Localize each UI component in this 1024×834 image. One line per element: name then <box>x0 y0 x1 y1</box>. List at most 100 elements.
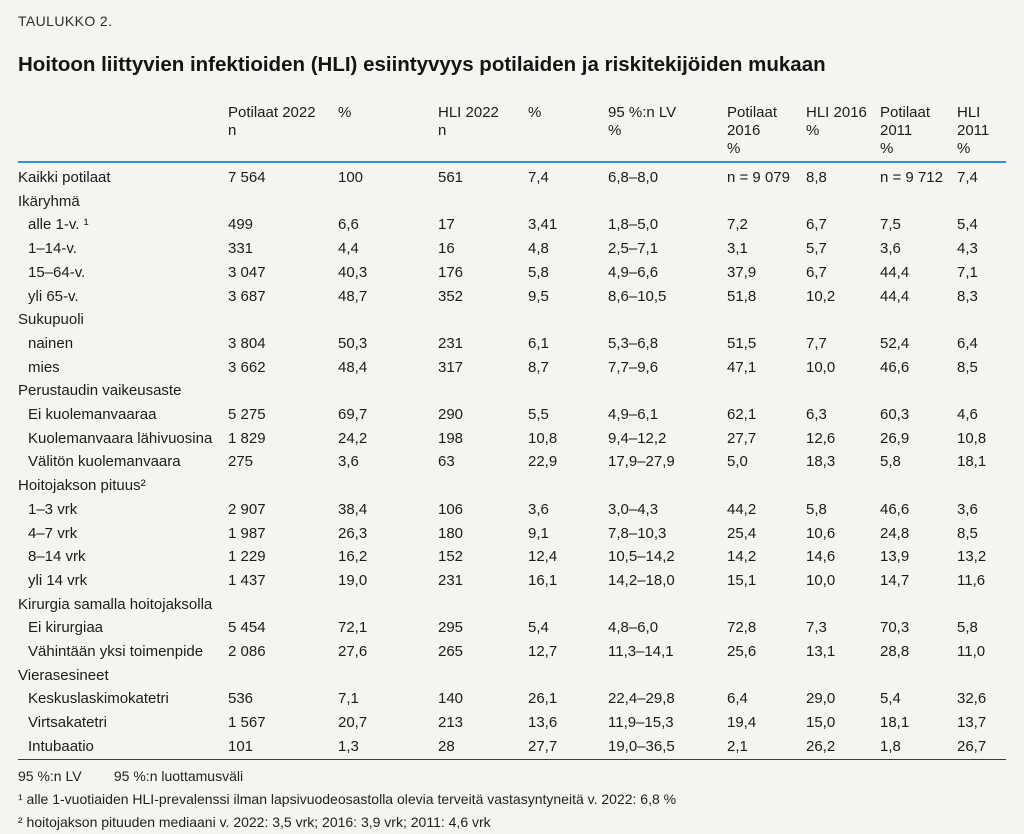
table-cell: 231 <box>438 334 464 352</box>
table-cell: 27,7 <box>727 429 757 447</box>
column-header: Potilaat 2022 n <box>228 104 338 163</box>
table-cell: 17,9–27,9 <box>608 453 675 471</box>
table-body: Kaikki potilaat 7 564 100 561 7,4 6,8–8,0 n = … <box>18 162 1006 760</box>
table-row: 1–14-v. 331 4,4 16 4,8 2,5–7,1 3,1 5,7 3,6 4,3 <box>18 237 1006 261</box>
table-cell: 22,4–29,8 <box>608 690 675 708</box>
table-row: Kaikki potilaat 7 564 100 561 7,4 6,8–8,0 n = … <box>18 162 1006 190</box>
column-header: % <box>338 104 438 163</box>
table-cell: 8,5 <box>957 524 978 542</box>
table-cell: 3,6 <box>338 453 359 471</box>
table-cell: 48,4 <box>338 358 368 376</box>
table-cell <box>528 190 608 214</box>
table-row: Vähintään yksi toimenpide 2 086 27,6 265 12,… <box>18 640 1006 664</box>
table-cell: 3,41 <box>528 216 558 234</box>
row-label: Ei kuolemanvaaraa <box>28 406 157 424</box>
table-cell <box>528 379 608 403</box>
table-cell: 18,3 <box>806 453 836 471</box>
table-cell: 4,9–6,1 <box>608 406 659 424</box>
table-cell: 28 <box>438 734 528 760</box>
row-label: 8–14 vrk <box>28 548 86 566</box>
table-cell: 275 <box>228 453 254 471</box>
table-cell <box>880 664 957 688</box>
page-title: Hoitoon liittyvien infektioiden (HLI) es… <box>18 53 826 76</box>
column-header-line: HLI 2022 <box>438 104 499 121</box>
table-cell: 15,1 <box>727 571 757 589</box>
table-cell: 8,3 <box>957 287 978 305</box>
table-cell <box>806 379 880 403</box>
table-cell: 26,7 <box>957 734 1006 760</box>
table-cell: 6,8–8,0 <box>608 169 659 186</box>
table-cell <box>727 593 806 617</box>
table-cell <box>806 190 880 214</box>
table-header: Potilaat 2022 n% HLI 2022 n% 95 %:n LV% Potil… <box>18 104 1006 163</box>
table-cell: 10,8 <box>528 429 558 447</box>
table-cell <box>438 593 528 617</box>
table-cell: 11,3–14,1 <box>608 643 674 661</box>
table-row: alle 1-v. ¹ 499 6,6 17 3,41 1,8–5,0 7,2 6,7 7,5 5… <box>18 213 1006 237</box>
table-cell: 5 275 <box>228 406 266 424</box>
table-cell: 8,8 <box>806 169 827 186</box>
table-cell: 499 <box>228 216 254 234</box>
table-cell <box>727 379 806 403</box>
table-cell <box>608 379 727 403</box>
column-header-line: 95 %:n LV <box>608 104 677 121</box>
section-label: Vierasesineet <box>18 666 109 684</box>
table-cell: 14,2 <box>727 548 757 566</box>
table-cell: 295 <box>438 619 464 637</box>
table-cell: 106 <box>438 500 464 518</box>
table-cell: 10,2 <box>806 287 836 305</box>
row-label: 1–14-v. <box>28 240 77 258</box>
table-cell: 16 <box>438 240 455 258</box>
table-cell <box>880 379 957 403</box>
table-cell: 7 564 <box>228 169 266 186</box>
table-cell <box>528 308 608 332</box>
table-cell: 9,1 <box>528 524 549 542</box>
table-cell <box>880 190 957 214</box>
table-cell: 24,8 <box>880 524 910 542</box>
column-header-line: 2011 <box>880 122 913 139</box>
table-cell: 7,1 <box>957 263 978 281</box>
table-kicker: TAULUKKO 2. <box>18 13 113 29</box>
table-cell: 10,8 <box>957 429 987 447</box>
data-table: Potilaat 2022 n% HLI 2022 n% 95 %:n LV% Potil… <box>18 104 1006 760</box>
table-cell <box>806 308 880 332</box>
table-cell: 10,6 <box>806 524 836 542</box>
table-cell: 5,8 <box>957 619 978 637</box>
table-cell: 14,2–18,0 <box>608 571 675 589</box>
table-cell: 5,4 <box>880 690 901 708</box>
table-cell: 5,8 <box>806 500 827 518</box>
table-row: Intubaatio 101 1,3 28 27,7 19,0–36,5 2,1 26,2 1,… <box>18 734 1006 760</box>
table-row: yli 14 vrk 1 437 19,0 231 16,1 14,2–18,0 15,1 1… <box>18 569 1006 593</box>
table-cell: 1,8 <box>880 734 957 760</box>
row-label: Intubaatio <box>18 734 228 760</box>
table-cell: 6,3 <box>806 406 827 424</box>
table-row: yli 65-v. 3 687 48,7 352 9,5 8,6–10,5 51,8 10,2… <box>18 285 1006 309</box>
table-cell: 10,5–14,2 <box>608 548 675 566</box>
table-cell: 69,7 <box>338 406 368 424</box>
table-cell: 26,1 <box>528 690 558 708</box>
table-cell: 26,3 <box>338 524 368 542</box>
table-cell: 4,9–6,6 <box>608 263 659 281</box>
table-cell: 11,0 <box>957 643 986 661</box>
row-label: nainen <box>28 334 74 352</box>
table-cell: 26,2 <box>806 734 880 760</box>
table-cell <box>727 474 806 498</box>
column-header-line: % <box>338 104 352 121</box>
table-cell <box>880 474 957 498</box>
table-cell <box>727 190 806 214</box>
table-cell: 1 229 <box>228 548 266 566</box>
table-cell <box>438 664 528 688</box>
table-cell <box>438 379 528 403</box>
table-cell: 6,6 <box>338 216 359 234</box>
table-cell: 26,9 <box>880 429 910 447</box>
column-header: HLI 2011% <box>957 104 1006 163</box>
table-cell <box>608 593 727 617</box>
table-cell: 6,7 <box>806 263 827 281</box>
table-cell: 18,1 <box>957 453 987 471</box>
column-header-line: Potilaat <box>880 104 931 121</box>
table-cell: 62,1 <box>727 406 757 424</box>
table-cell <box>228 474 338 498</box>
table-cell <box>957 593 1006 617</box>
table-row: 4–7 vrk 1 987 26,3 180 9,1 7,8–10,3 25,4 10,6 24… <box>18 522 1006 546</box>
section-row: Perustaudin vaikeusaste <box>18 379 1006 403</box>
